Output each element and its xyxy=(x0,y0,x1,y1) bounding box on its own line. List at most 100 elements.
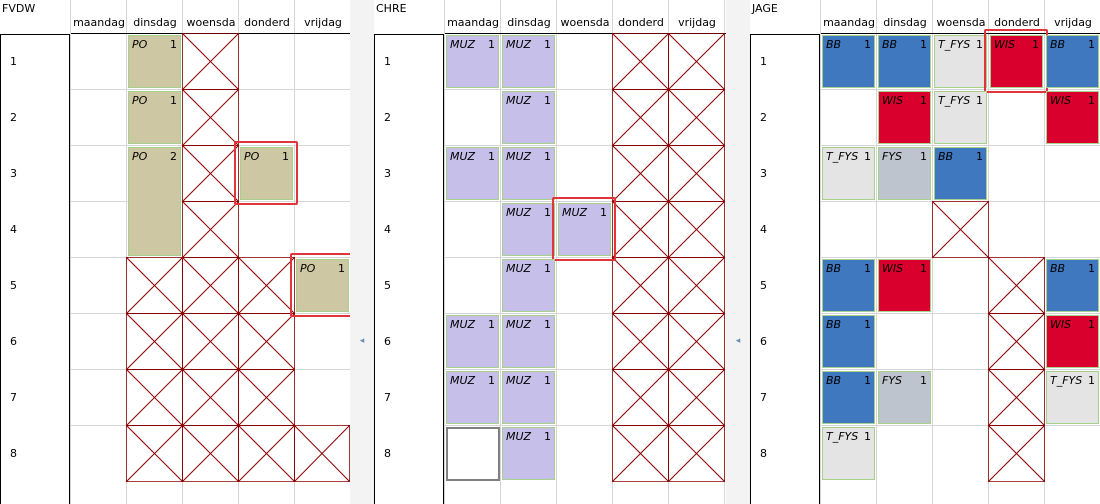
day-header-woensda[interactable]: woensda xyxy=(560,16,610,29)
blocked-cell xyxy=(612,425,669,482)
lesson-card[interactable]: MUZ 1 xyxy=(502,315,555,368)
grid-column-line xyxy=(500,0,501,504)
period-label-7: 7 xyxy=(384,391,391,404)
lesson-card[interactable]: MUZ 1 xyxy=(558,203,611,256)
lesson-card[interactable]: T_FYS 1 xyxy=(934,35,987,88)
lesson-subject: BB xyxy=(1050,38,1066,51)
day-header-woensda[interactable]: woensda xyxy=(186,16,236,29)
grid-column-line xyxy=(444,0,445,504)
lesson-count: 1 xyxy=(488,150,495,163)
lesson-count: 1 xyxy=(864,318,871,331)
lesson-card[interactable]: WIS 1 xyxy=(990,35,1043,88)
lesson-card[interactable]: MUZ 1 xyxy=(446,315,499,368)
lesson-card[interactable]: BB 1 xyxy=(822,315,875,368)
day-header-maandag[interactable]: maandag xyxy=(823,16,875,29)
highlight-frame xyxy=(984,29,1048,93)
lesson-card[interactable]: WIS 1 xyxy=(878,259,931,312)
day-header-vrijdag[interactable]: vrijdag xyxy=(304,16,342,29)
lesson-card[interactable]: BB 1 xyxy=(822,371,875,424)
panel-title: CHRE xyxy=(376,2,407,15)
day-header-maandag[interactable]: maandag xyxy=(447,16,499,29)
lesson-card[interactable]: FYS 1 xyxy=(878,371,931,424)
grid-row-line xyxy=(445,145,726,146)
lesson-card[interactable]: BB 1 xyxy=(1046,259,1099,312)
lesson-card[interactable]: BB 1 xyxy=(934,147,987,200)
lesson-subject: BB xyxy=(882,38,898,51)
lesson-count: 1 xyxy=(488,318,495,331)
lesson-count: 1 xyxy=(976,94,983,107)
lesson-card[interactable]: MUZ 1 xyxy=(502,35,555,88)
lesson-subject: WIS xyxy=(1050,94,1072,107)
lesson-card[interactable]: BB 1 xyxy=(822,35,875,88)
lesson-count: 1 xyxy=(170,94,177,107)
lesson-count: 1 xyxy=(1088,374,1095,387)
grid-row-line xyxy=(445,257,726,258)
lesson-card[interactable]: MUZ 1 xyxy=(446,35,499,88)
day-header-dinsdag[interactable]: dinsdag xyxy=(133,16,177,29)
day-header-maandag[interactable]: maandag xyxy=(73,16,125,29)
day-header-donderd[interactable]: donderd xyxy=(244,16,290,29)
day-header-vrijdag[interactable]: vrijdag xyxy=(1054,16,1092,29)
lesson-count: 1 xyxy=(282,150,289,163)
blocked-cell xyxy=(932,201,989,258)
lesson-card[interactable]: T_FYS 1 xyxy=(934,91,987,144)
period-label-2: 2 xyxy=(10,111,17,124)
lesson-card[interactable]: MUZ 1 xyxy=(446,371,499,424)
day-header-woensda[interactable]: woensda xyxy=(936,16,986,29)
lesson-card[interactable]: PO 1 xyxy=(296,259,349,312)
period-label-6: 6 xyxy=(384,335,391,348)
lesson-card[interactable]: MUZ 1 xyxy=(502,91,555,144)
lesson-card[interactable]: BB 1 xyxy=(878,35,931,88)
day-header-donderd[interactable]: donderd xyxy=(994,16,1040,29)
lesson-card[interactable]: WIS 1 xyxy=(878,91,931,144)
lesson-count: 1 xyxy=(488,374,495,387)
lesson-card[interactable]: T_FYS 1 xyxy=(822,427,875,480)
lesson-card[interactable]: WIS 1 xyxy=(1046,315,1099,368)
period-label-3: 3 xyxy=(10,167,17,180)
grid-column-line xyxy=(1044,0,1045,504)
lesson-count: 1 xyxy=(544,262,551,275)
lesson-subject: BB xyxy=(826,262,842,275)
blocked-cell xyxy=(126,369,183,426)
day-header-dinsdag[interactable]: dinsdag xyxy=(507,16,551,29)
lesson-card[interactable]: MUZ 1 xyxy=(502,427,555,480)
lesson-subject: MUZ xyxy=(506,150,532,163)
lesson-card[interactable]: PO 1 xyxy=(128,35,181,88)
period-label-4: 4 xyxy=(384,223,391,236)
lesson-card[interactable]: BB 1 xyxy=(822,259,875,312)
blocked-cell xyxy=(612,201,669,258)
lesson-card[interactable]: MUZ 1 xyxy=(502,259,555,312)
lesson-count: 1 xyxy=(544,430,551,443)
day-header-dinsdag[interactable]: dinsdag xyxy=(883,16,927,29)
lesson-card[interactable]: T_FYS 1 xyxy=(822,147,875,200)
collapse-arrow-icon[interactable]: ◂ xyxy=(359,336,365,346)
collapse-arrow-icon[interactable]: ◂ xyxy=(735,336,741,346)
lesson-card[interactable]: MUZ 1 xyxy=(502,371,555,424)
lesson-card[interactable]: FYS 1 xyxy=(878,147,931,200)
period-label-2: 2 xyxy=(760,111,767,124)
lesson-card[interactable]: WIS 1 xyxy=(1046,91,1099,144)
blocked-cell xyxy=(668,425,725,482)
lesson-subject: BB xyxy=(826,374,842,387)
collapse-splitter[interactable]: ◂ xyxy=(726,0,750,504)
lesson-card[interactable]: MUZ 1 xyxy=(502,147,555,200)
selected-empty-cell[interactable] xyxy=(446,427,500,481)
day-header-donderd[interactable]: donderd xyxy=(618,16,664,29)
blocked-cell xyxy=(668,369,725,426)
lesson-card[interactable]: MUZ 1 xyxy=(446,147,499,200)
lesson-card[interactable]: BB 1 xyxy=(1046,35,1099,88)
lesson-card[interactable]: PO 2 xyxy=(128,147,181,256)
lesson-subject: MUZ xyxy=(450,374,476,387)
blocked-cell xyxy=(668,201,725,258)
blocked-cell xyxy=(988,313,1045,370)
period-label-6: 6 xyxy=(10,335,17,348)
lesson-card[interactable]: PO 1 xyxy=(128,91,181,144)
lesson-count: 1 xyxy=(976,150,983,163)
blocked-cell xyxy=(668,313,725,370)
lesson-card[interactable]: T_FYS 1 xyxy=(1046,371,1099,424)
lesson-card[interactable]: PO 1 xyxy=(240,147,293,200)
lesson-card[interactable]: MUZ 1 xyxy=(502,203,555,256)
collapse-splitter[interactable]: ◂ xyxy=(350,0,374,504)
lesson-subject: MUZ xyxy=(506,430,532,443)
day-header-vrijdag[interactable]: vrijdag xyxy=(678,16,716,29)
